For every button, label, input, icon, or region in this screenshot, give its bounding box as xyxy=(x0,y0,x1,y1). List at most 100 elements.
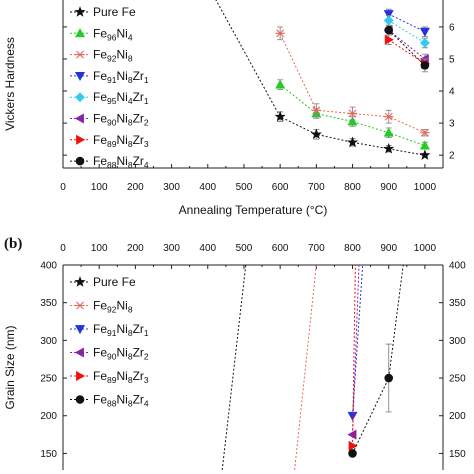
x-tick-label: 100 xyxy=(91,243,108,254)
legend-marker xyxy=(74,347,84,358)
data-point xyxy=(384,25,394,35)
x-tick-label: 300 xyxy=(163,182,180,193)
y-tick-label-left: 350 xyxy=(40,298,57,309)
data-point xyxy=(384,112,394,121)
legend-marker xyxy=(75,395,85,404)
data-point xyxy=(420,61,430,70)
series-3 xyxy=(347,265,360,440)
y-tick-label-right: 2 xyxy=(449,151,455,162)
x-tick-label: 300 xyxy=(163,243,180,254)
data-point xyxy=(275,79,286,89)
y-tick-label-right: 4 xyxy=(449,87,455,98)
data-point xyxy=(384,34,394,45)
x-tick-label: 200 xyxy=(127,243,144,254)
y-tick-label-right: 7 xyxy=(449,0,455,1)
data-point xyxy=(346,136,359,148)
y-tick-label-right: 400 xyxy=(449,261,466,272)
legend-marker xyxy=(74,6,86,17)
x-tick-label: 400 xyxy=(199,243,216,254)
x-tick-label: 100 xyxy=(91,182,108,193)
y-tick-label-right: 5 xyxy=(449,54,455,65)
legend-label: Pure Fe xyxy=(93,275,136,289)
x-tick-label: 0 xyxy=(60,182,66,193)
data-point xyxy=(420,128,430,137)
series-4 xyxy=(383,15,430,49)
series-5 xyxy=(348,265,404,458)
legend-marker xyxy=(75,50,85,59)
legend-label: Fe89Ni8Zr3 xyxy=(93,133,149,149)
legend-marker xyxy=(74,276,86,287)
legend-marker xyxy=(76,134,86,145)
x-tick-label: 900 xyxy=(380,243,397,254)
x-tick-label: 400 xyxy=(199,182,216,193)
legend: Pure Fe Fe92Ni8 Fe91Ni8Zr1 Fe90Ni8Zr2 Fe89Ni… xyxy=(70,275,149,409)
x-tick-label: 500 xyxy=(236,182,253,193)
series-line xyxy=(352,265,404,454)
legend-label: Fe88Ni8Zr4 xyxy=(93,154,149,170)
series-line xyxy=(388,29,426,60)
legend-label: Fe92Ni8 xyxy=(93,48,133,64)
data-point xyxy=(419,149,431,160)
series-area xyxy=(215,0,431,160)
series-1 xyxy=(294,265,317,470)
chart-panel-0: 0 100 200 300 400 500 600 700 800 900 1000 2 3 4 5 6 7 Vi… xyxy=(3,0,455,217)
series-4 xyxy=(348,265,358,451)
panel-label: (b) xyxy=(4,236,22,252)
y-tick-label-right: 300 xyxy=(449,336,466,347)
x-tick-label: 1000 xyxy=(414,243,437,254)
y-tick-label-right: 150 xyxy=(449,449,466,460)
data-point xyxy=(347,116,358,126)
data-point xyxy=(348,449,357,458)
series-7 xyxy=(384,24,430,73)
y-tick-label-right: 3 xyxy=(449,119,455,130)
series-line xyxy=(221,265,247,470)
legend-marker xyxy=(75,92,85,103)
legend-marker xyxy=(74,28,86,38)
data-point xyxy=(419,38,430,48)
y-axis-label: Grain Size (nm) xyxy=(3,325,17,409)
y-tick-label-right: 250 xyxy=(449,374,466,385)
x-tick-label: 900 xyxy=(380,182,397,193)
x-tick-label: 600 xyxy=(272,243,289,254)
data-point xyxy=(347,429,357,440)
series-1 xyxy=(275,79,430,150)
legend-label: Fe91Ni8Zr1 xyxy=(93,322,149,338)
series-line xyxy=(388,29,426,66)
y-tick-label-right: 6 xyxy=(449,22,455,33)
series-line xyxy=(215,0,425,156)
legend-label: Fe92Ni8 xyxy=(93,299,133,315)
data-point xyxy=(310,128,322,140)
series-line xyxy=(388,39,426,65)
y-tick-label-left: 250 xyxy=(40,374,57,385)
x-tick-label: 700 xyxy=(308,243,325,254)
series-line xyxy=(352,265,360,435)
x-tick-label: 200 xyxy=(127,182,144,193)
data-point xyxy=(383,15,394,26)
legend-label: Fe91Ni8Zr1 xyxy=(93,69,149,85)
legend-marker xyxy=(74,113,84,124)
y-tick-label-left: 150 xyxy=(40,449,57,460)
y-tick-label-left: 300 xyxy=(40,336,57,347)
legend-marker xyxy=(76,370,86,382)
legend: Pure Fe Fe96Ni4 Fe92Ni8 Fe91Ni8Zr1 Fe95Ni4Zr… xyxy=(70,5,149,170)
x-tick-label: 500 xyxy=(236,243,253,254)
legend-marker xyxy=(74,72,86,82)
legend-label: Fe88Ni8Zr4 xyxy=(93,393,149,409)
data-point xyxy=(383,10,394,20)
data-point xyxy=(419,140,430,150)
y-tick-label-left: 400 xyxy=(40,261,57,272)
series-line xyxy=(294,265,317,470)
series-3 xyxy=(383,8,430,37)
legend-label: Fe96Ni4 xyxy=(93,26,133,42)
x-tick-label: 800 xyxy=(344,182,361,193)
data-point xyxy=(347,109,358,118)
series-2 xyxy=(275,26,430,137)
y-axis-label: Vickers Hardness xyxy=(3,37,17,131)
legend-marker xyxy=(75,156,85,166)
x-axis-label: Annealing Temperature (°C) xyxy=(179,203,328,217)
chart-panel-1: 0 100 200 300 400 500 600 700 800 900 1000 150 150 20… xyxy=(3,236,466,470)
x-tick-label: 700 xyxy=(308,182,325,193)
y-tick-label-right: 200 xyxy=(449,411,466,422)
x-tick-label: 600 xyxy=(272,182,289,193)
